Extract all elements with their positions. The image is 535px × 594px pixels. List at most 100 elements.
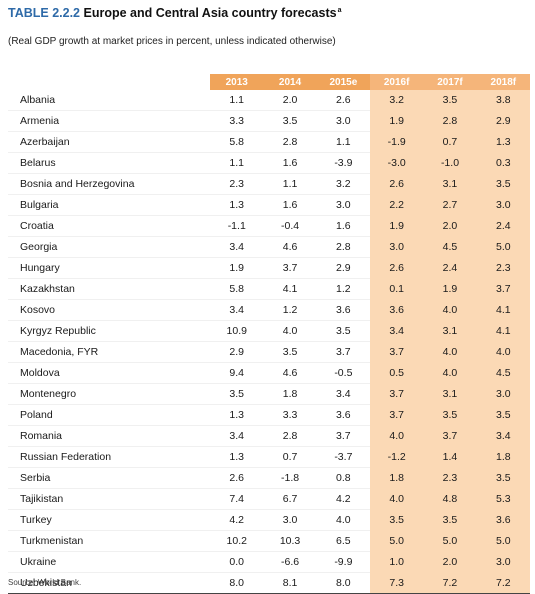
- growth-value: 0.7: [263, 446, 317, 468]
- growth-value: 3.0: [316, 194, 371, 216]
- table-title: TABLE 2.2.2 Europe and Central Asia coun…: [8, 6, 341, 20]
- growth-value: 3.4: [210, 425, 264, 447]
- growth-value: -9.9: [316, 551, 371, 573]
- growth-value: -1.8: [263, 467, 317, 489]
- country-name: Bulgaria: [8, 194, 211, 216]
- growth-value: 3.6: [370, 299, 424, 321]
- growth-value: 10.9: [210, 320, 264, 342]
- growth-value: 2.8: [423, 110, 477, 132]
- growth-value: 1.3: [210, 194, 264, 216]
- table-row: Turkey 4.2 3.0 4.0 3.5 3.5 3.6: [8, 509, 530, 531]
- country-name: Belarus: [8, 152, 211, 174]
- growth-value: 1.3: [210, 404, 264, 426]
- growth-value: 3.1: [423, 383, 477, 405]
- growth-value: 3.4: [210, 299, 264, 321]
- growth-value: 3.6: [476, 509, 530, 531]
- country-name: Kyrgyz Republic: [8, 320, 211, 342]
- growth-value: 0.3: [476, 152, 530, 174]
- column-header: 2013: [210, 74, 264, 90]
- growth-value: 3.7: [370, 404, 424, 426]
- growth-value: 3.5: [370, 509, 424, 531]
- growth-value: 3.5: [423, 509, 477, 531]
- country-name: Poland: [8, 404, 211, 426]
- country-name: Albania: [8, 90, 211, 111]
- growth-value: 3.5: [476, 467, 530, 489]
- country-name: Tajikistan: [8, 488, 211, 510]
- growth-value: 4.2: [210, 509, 264, 531]
- growth-value: 2.0: [423, 215, 477, 237]
- country-name: Turkmenistan: [8, 530, 211, 552]
- growth-value: -3.0: [370, 152, 424, 174]
- growth-value: 0.1: [370, 278, 424, 300]
- growth-value: 2.8: [316, 236, 371, 258]
- growth-value: 3.0: [476, 194, 530, 216]
- growth-value: 5.0: [476, 530, 530, 552]
- growth-value: 7.2: [476, 572, 530, 594]
- growth-value: -1.1: [210, 215, 264, 237]
- growth-value: 3.5: [476, 404, 530, 426]
- growth-value: 1.3: [210, 446, 264, 468]
- growth-value: 2.2: [370, 194, 424, 216]
- growth-value: 1.6: [263, 152, 317, 174]
- column-header: 2016f: [370, 74, 424, 90]
- table-row: Hungary 1.9 3.7 2.9 2.6 2.4 2.3: [8, 257, 530, 279]
- growth-value: 7.4: [210, 488, 264, 510]
- growth-value: 3.7: [370, 341, 424, 363]
- country-name: Hungary: [8, 257, 211, 279]
- growth-value: 4.0: [423, 341, 477, 363]
- growth-value: 3.8: [476, 90, 530, 111]
- growth-value: 4.2: [316, 488, 371, 510]
- growth-value: 0.7: [423, 131, 477, 153]
- growth-value: 4.0: [423, 299, 477, 321]
- growth-value: 2.8: [263, 425, 317, 447]
- growth-value: -1.0: [423, 152, 477, 174]
- table-row: Kyrgyz Republic 10.9 4.0 3.5 3.4 3.1 4.1: [8, 320, 530, 342]
- table-row: Poland 1.3 3.3 3.6 3.7 3.5 3.5: [8, 404, 530, 426]
- growth-value: 0.0: [210, 551, 264, 573]
- growth-value: 1.2: [263, 299, 317, 321]
- growth-value: 5.3: [476, 488, 530, 510]
- growth-value: 1.9: [370, 110, 424, 132]
- growth-value: 4.6: [263, 362, 317, 384]
- table-row: Bosnia and Herzegovina 2.3 1.1 3.2 2.6 3.1 3.5: [8, 173, 530, 195]
- growth-value: 3.7: [263, 257, 317, 279]
- growth-value: 2.6: [210, 467, 264, 489]
- growth-value: -1.2: [370, 446, 424, 468]
- growth-value: 3.7: [316, 341, 371, 363]
- growth-value: 3.7: [316, 425, 371, 447]
- growth-value: 3.0: [370, 236, 424, 258]
- growth-value: 3.4: [370, 320, 424, 342]
- growth-value: 2.8: [263, 131, 317, 153]
- growth-value: 4.8: [423, 488, 477, 510]
- growth-value: 4.0: [423, 362, 477, 384]
- growth-value: 1.6: [316, 215, 371, 237]
- table-subtitle: (Real GDP growth at market prices in per…: [8, 36, 336, 47]
- growth-value: -0.4: [263, 215, 317, 237]
- growth-value: 1.8: [476, 446, 530, 468]
- growth-value: 3.0: [316, 110, 371, 132]
- table-row: Turkmenistan 10.2 10.3 6.5 5.0 5.0 5.0: [8, 530, 530, 552]
- growth-value: 2.0: [263, 90, 317, 111]
- growth-value: 2.0: [423, 551, 477, 573]
- table-row: Russian Federation 1.3 0.7 -3.7 -1.2 1.4 1.8: [8, 446, 530, 468]
- growth-value: 1.1: [210, 90, 264, 111]
- growth-value: 3.7: [423, 425, 477, 447]
- growth-value: 8.1: [263, 572, 317, 594]
- country-name: Serbia: [8, 467, 211, 489]
- growth-value: 6.5: [316, 530, 371, 552]
- growth-value: -6.6: [263, 551, 317, 573]
- growth-value: 1.9: [370, 215, 424, 237]
- column-header: 2014: [263, 74, 317, 90]
- growth-value: 5.8: [210, 278, 264, 300]
- growth-value: 1.0: [370, 551, 424, 573]
- growth-value: 3.4: [210, 236, 264, 258]
- country-name: Armenia: [8, 110, 211, 132]
- table-row: Moldova 9.4 4.6 -0.5 0.5 4.0 4.5: [8, 362, 530, 384]
- growth-value: 4.5: [423, 236, 477, 258]
- growth-value: 2.6: [316, 90, 371, 111]
- growth-value: 2.3: [476, 257, 530, 279]
- growth-value: 2.4: [476, 215, 530, 237]
- source-note: Source: World Bank.: [8, 578, 82, 587]
- growth-value: 5.0: [370, 530, 424, 552]
- table-row: Kosovo 3.4 1.2 3.6 3.6 4.0 4.1: [8, 299, 530, 321]
